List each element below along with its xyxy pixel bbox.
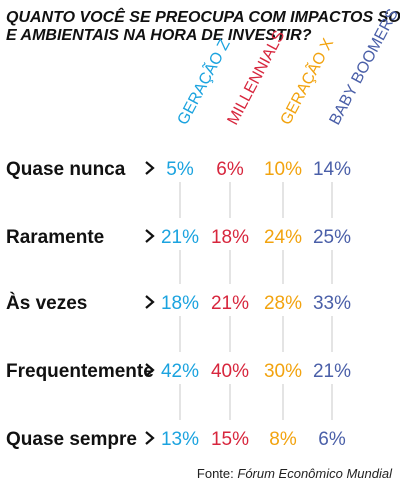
value-label: 30% bbox=[264, 361, 302, 382]
column-connector-lines bbox=[179, 182, 333, 420]
response-rows: Quase nunca 5% 6% 10% 14% Raramente 21% 18% 24% 2… bbox=[6, 159, 351, 450]
value-label: 6% bbox=[318, 429, 346, 450]
value-label: 13% bbox=[161, 429, 199, 450]
value-label: 42% bbox=[161, 361, 199, 382]
value-label: 5% bbox=[166, 159, 194, 180]
source-name: Fórum Econômico Mundial bbox=[237, 466, 393, 481]
value-label: 28% bbox=[264, 293, 302, 314]
response-label: Raramente bbox=[6, 227, 104, 248]
value-label: 15% bbox=[211, 429, 249, 450]
value-label: 10% bbox=[264, 159, 302, 180]
response-row: Quase nunca 5% 6% 10% 14% bbox=[6, 159, 351, 180]
value-label: 40% bbox=[211, 361, 249, 382]
chart-title-line-1: QUANTO VOCÊ SE PREOCUPA COM IMPACTOS SOC… bbox=[6, 7, 400, 26]
value-label: 18% bbox=[161, 293, 199, 314]
generation-header-3: GERAÇÃO X bbox=[275, 34, 337, 128]
chevron-right-icon bbox=[145, 295, 155, 309]
source-note: Fonte: Fórum Econômico Mundial bbox=[197, 466, 393, 481]
response-row: Às vezes 18% 21% 28% 33% bbox=[6, 292, 351, 314]
response-label: Quase sempre bbox=[6, 429, 137, 450]
response-label: Quase nunca bbox=[6, 159, 126, 180]
response-row: Raramente 21% 18% 24% 25% bbox=[6, 227, 351, 248]
value-label: 18% bbox=[211, 227, 249, 248]
value-label: 21% bbox=[211, 293, 249, 314]
chevron-right-icon bbox=[145, 363, 155, 377]
chevron-right-icon bbox=[145, 229, 155, 243]
value-label: 33% bbox=[313, 293, 351, 314]
response-label: Às vezes bbox=[6, 292, 87, 314]
response-label: Frequentemente bbox=[6, 361, 154, 382]
source-prefix: Fonte: bbox=[197, 466, 237, 481]
generation-header-1: GERAÇÃO Z bbox=[172, 35, 234, 128]
chevron-right-icon bbox=[145, 431, 155, 445]
value-label: 21% bbox=[313, 361, 351, 382]
response-row: Quase sempre 13% 15% 8% 6% bbox=[6, 429, 346, 450]
value-label: 24% bbox=[264, 227, 302, 248]
value-label: 8% bbox=[269, 429, 297, 450]
chart-title-line-2: E AMBIENTAIS NA HORA DE INVESTIR? bbox=[6, 27, 312, 44]
value-label: 6% bbox=[216, 159, 244, 180]
value-label: 14% bbox=[313, 159, 351, 180]
value-label: 25% bbox=[313, 227, 351, 248]
chevron-right-icon bbox=[145, 161, 155, 175]
value-label: 21% bbox=[161, 227, 199, 248]
response-row: Frequentemente 42% 40% 30% 21% bbox=[6, 361, 351, 382]
